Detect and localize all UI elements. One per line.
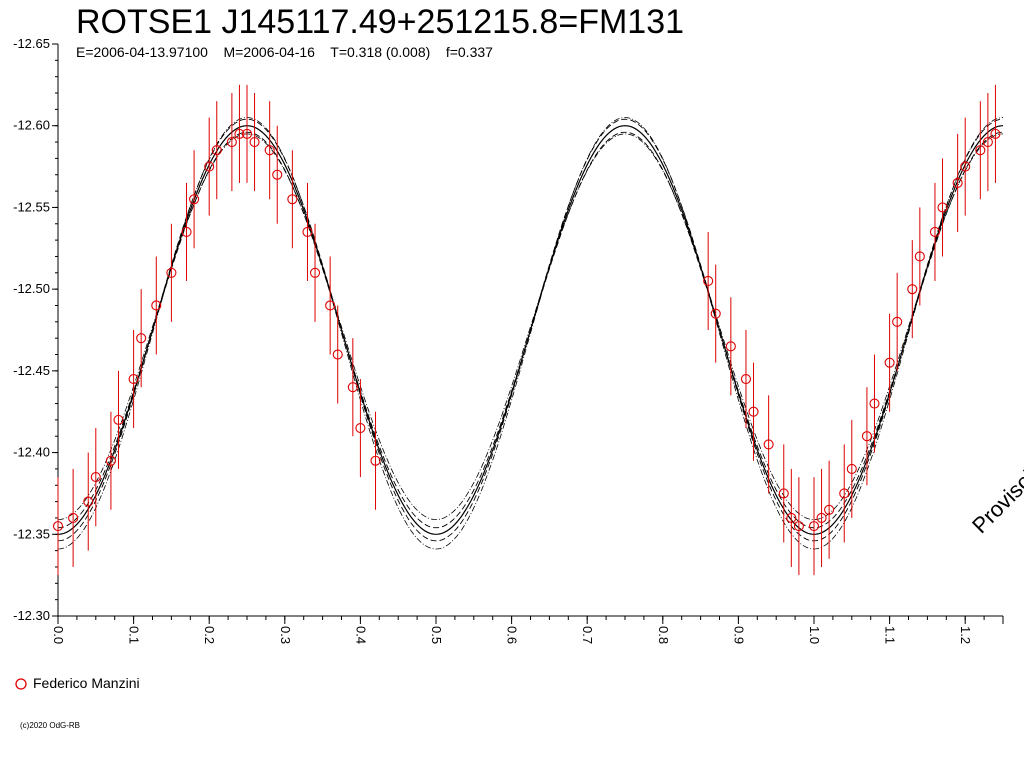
- data-point: [52, 521, 64, 532]
- data-point: [204, 161, 215, 172]
- data-point: [982, 137, 993, 148]
- data-point: [786, 512, 797, 523]
- fit-curves: [57, 117, 1004, 550]
- data-point: [816, 512, 827, 523]
- data-point: [113, 414, 124, 425]
- data-point: [929, 226, 941, 237]
- data-point: [824, 504, 835, 515]
- y-tick-label: -12.35: [13, 526, 50, 541]
- data-point: [189, 194, 200, 205]
- data-point: [846, 463, 857, 474]
- data-point: [793, 521, 804, 532]
- legend: Federico Manzini: [15, 675, 140, 691]
- x-tick-label: 1.0: [807, 626, 822, 644]
- x-tick-label: 0.0: [51, 626, 66, 644]
- y-tick-label: -12.45: [13, 363, 50, 378]
- data-point: [128, 373, 139, 385]
- y-tick-label: -12.60: [13, 118, 50, 133]
- data-point: [226, 137, 237, 148]
- data-point: [181, 226, 192, 237]
- fit-curve-outer-lower: [57, 133, 1004, 521]
- data-point: [90, 472, 101, 483]
- data-point: [241, 128, 253, 139]
- data-point: [83, 496, 94, 507]
- data-point: [309, 267, 321, 278]
- x-tick-label: 1.1: [883, 626, 898, 644]
- data-point: [355, 423, 366, 434]
- data-point: [703, 275, 714, 287]
- x-tick-label: 0.8: [656, 626, 671, 644]
- x-tick-label: 0.2: [202, 626, 217, 644]
- copyright-notice: (c)2020 OdG-RB: [20, 721, 80, 730]
- x-tick-label: 0.3: [278, 626, 293, 644]
- ephemeris-info: E=2006-04-13.97100 M=2006-04-16 T=0.318 …: [76, 44, 493, 60]
- x-tick-label: 0.9: [731, 626, 746, 644]
- data-point: [166, 267, 177, 278]
- y-tick-label: -12.55: [13, 199, 50, 214]
- data-point: [960, 161, 971, 172]
- data-point: [808, 521, 820, 532]
- provisional-watermark: Provisoire: [967, 451, 1024, 538]
- data-points: [52, 84, 1001, 576]
- data-point: [325, 300, 336, 311]
- data-point: [748, 406, 759, 417]
- data-point: [136, 333, 147, 344]
- legend-marker-icon: [15, 678, 27, 690]
- x-tick-label: 0.7: [580, 626, 595, 644]
- data-point: [884, 357, 895, 368]
- data-point: [725, 341, 736, 352]
- x-tick-label: 0.5: [429, 626, 444, 644]
- data-point: [990, 128, 1001, 139]
- data-point: [763, 439, 774, 450]
- legend-label: Federico Manzini: [33, 675, 140, 691]
- data-point: [914, 251, 925, 262]
- data-point: [332, 349, 343, 360]
- tick-labels: -12.65 -12.60 -12.55 -12.50 -12.45 -12.40 -12.…: [13, 36, 973, 644]
- data-point: [869, 398, 880, 409]
- data-point: [68, 512, 79, 523]
- data-point: [272, 169, 283, 180]
- data-point: [937, 202, 948, 213]
- x-tick-label: 0.1: [127, 626, 142, 644]
- data-point: [287, 194, 298, 205]
- fit-curve-outer-upper: [57, 117, 1004, 550]
- chart-title: ROTSE1 J145117.49+251215.8=FM131: [76, 3, 684, 41]
- data-point: [249, 137, 260, 148]
- x-tick-label: 0.6: [505, 626, 520, 644]
- x-tick-label: 0.4: [353, 626, 368, 644]
- data-point: [740, 373, 752, 385]
- data-point: [861, 431, 872, 442]
- data-point: [347, 382, 358, 393]
- data-point: [370, 455, 381, 466]
- axes: [52, 43, 1004, 624]
- data-point: [302, 226, 313, 237]
- data-point: [151, 300, 162, 311]
- y-tick-label: -12.30: [13, 608, 50, 623]
- data-point: [778, 488, 789, 499]
- x-tick-label: 1.2: [958, 626, 973, 644]
- data-point: [892, 316, 903, 327]
- data-point: [975, 145, 986, 156]
- y-tick-label: -12.40: [13, 445, 50, 460]
- data-point: [234, 128, 245, 139]
- data-point: [105, 455, 116, 466]
- data-point: [952, 177, 963, 188]
- data-point: [710, 308, 721, 319]
- data-point: [907, 284, 918, 295]
- data-point: [264, 145, 275, 156]
- fit-curve-lower: [58, 131, 1003, 529]
- data-point: [211, 145, 222, 156]
- y-tick-label: -12.50: [13, 281, 50, 296]
- y-tick-label: -12.65: [13, 36, 50, 51]
- data-point: [839, 488, 850, 499]
